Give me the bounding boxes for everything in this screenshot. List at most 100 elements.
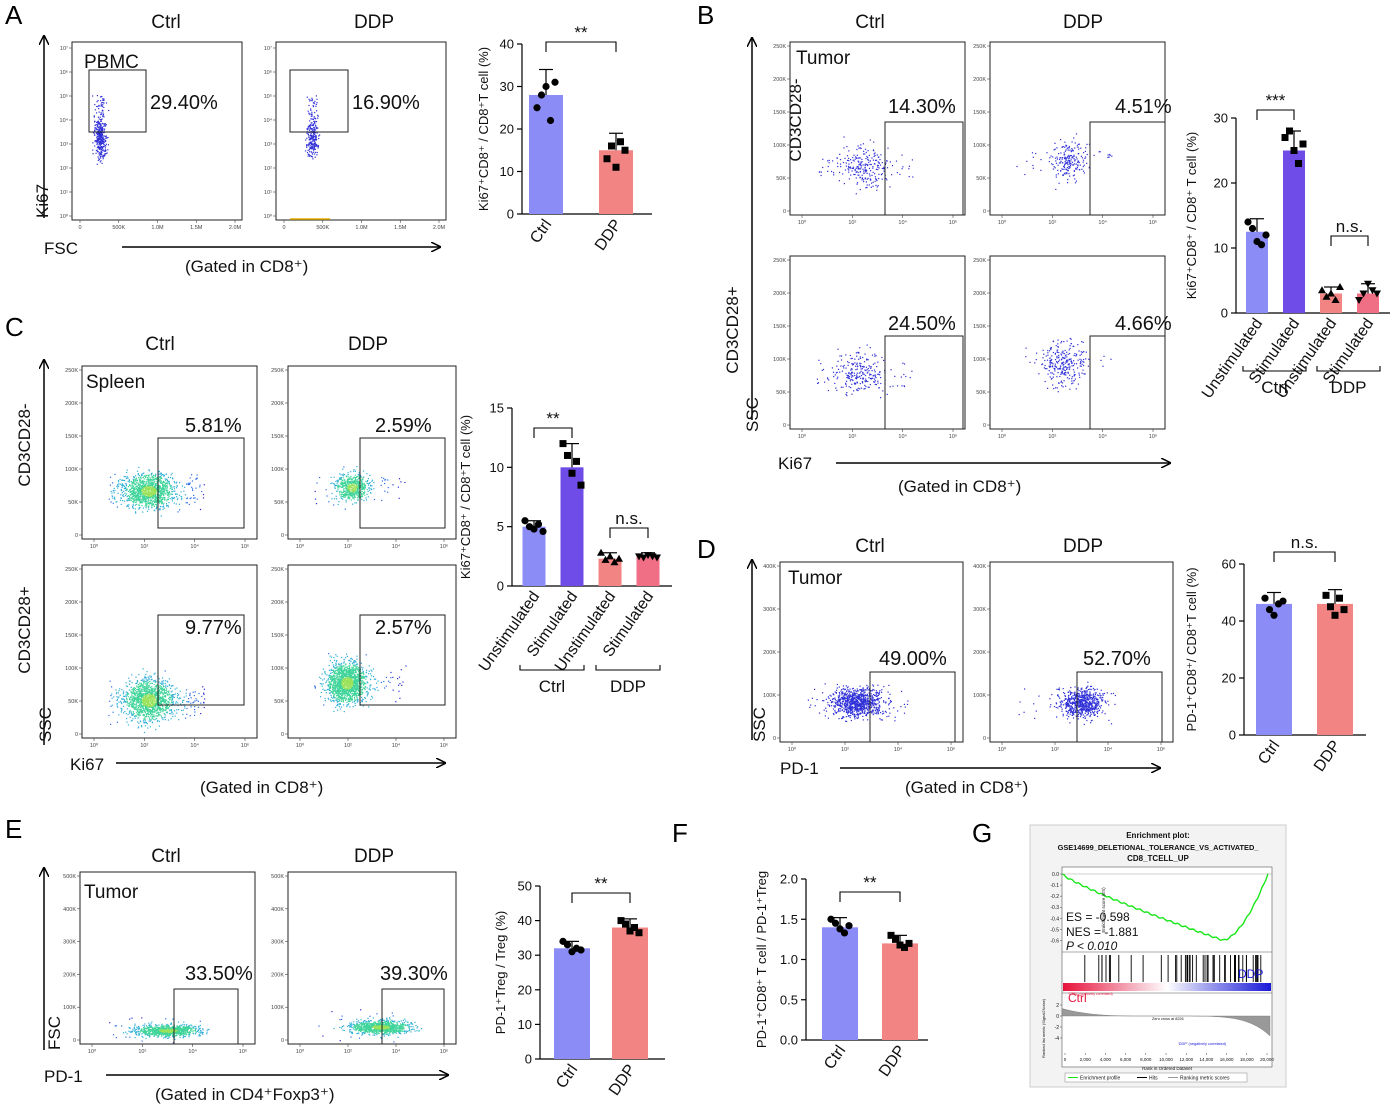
x-tick-label: 10⁶ <box>1149 219 1157 226</box>
x-tick-label: 10⁰ <box>88 1048 97 1055</box>
es-tick-label: -0.3 <box>1050 905 1059 911</box>
y-tick-label: 10² <box>264 166 272 172</box>
panel-b-gate-label: (Gated in CD8⁺) <box>898 477 1021 496</box>
x-tick-label: 0 <box>78 225 81 231</box>
y-tick-label: 0 <box>281 732 284 738</box>
x-tick-label: 10⁴ <box>188 1048 197 1055</box>
panel-c-row1-label: CD3CD28- <box>15 403 34 486</box>
data-point <box>892 935 899 943</box>
flow-plot-b-ddp-row1: 250K 200K 150K 100K 50K 0 10⁰ 10² 10⁴ 10⁶ 4.51% <box>973 41 1172 226</box>
bar-chart-b: 0 10 20 30 Ki67⁺CD8⁺ / CD8⁺ T cell (%) Unstim… <box>1184 91 1390 402</box>
gsea-right-label: DDP <box>1238 967 1263 981</box>
panel-e: E Ctrl DDP FSC PD-1 (Gated in CD4⁺Foxp3⁺… <box>5 814 665 1104</box>
y-tick-label: 50 <box>518 879 532 894</box>
y-tick-label: 0 <box>1221 306 1228 321</box>
event-dots <box>108 466 205 517</box>
x-tick-label: 0 <box>282 225 285 231</box>
y-tick-label: 400K <box>63 907 76 913</box>
x-tick-label: 10⁰ <box>90 742 99 749</box>
x-tick-label: Ctrl <box>821 1043 849 1073</box>
data-point <box>577 481 585 489</box>
y-tick-label: 50K <box>776 390 786 396</box>
panel-a-ctrl-percent: 29.40% <box>150 92 218 114</box>
x-tick-label: 10⁶ <box>239 1048 247 1055</box>
gsea-legend: Enrichment profile Hits Ranking metric s… <box>1064 1072 1248 1083</box>
y-tick-label: 50K <box>68 500 78 506</box>
data-point <box>612 163 620 171</box>
y-tick-label: 0 <box>983 423 986 429</box>
y-tick-label: 250K <box>773 44 786 50</box>
panel-a-ctrl-header: Ctrl <box>151 12 181 33</box>
event-dots <box>1025 337 1112 393</box>
y-tick-label: 100K <box>271 1005 284 1011</box>
x-tick-label: 10⁴ <box>392 543 401 550</box>
x-tick-label: 10⁰ <box>296 543 305 550</box>
significance-bracket <box>839 891 901 902</box>
x-tick-label: 10⁶ <box>440 742 448 749</box>
y-tick-label: 50K <box>274 699 284 705</box>
significance-label: ** <box>594 874 608 893</box>
event-dots <box>109 1017 210 1044</box>
data-point <box>534 520 543 528</box>
y-tick-label: 150K <box>271 633 284 639</box>
flow-plot-d-ddp: 400K 300K 200K 100K 0 10⁰ 10² 10⁴ 10⁶ 52.70% <box>973 561 1174 753</box>
rank-tick-label: 8,000 <box>1140 1057 1152 1062</box>
y-tick-label: 0 <box>983 736 986 742</box>
data-point <box>603 155 611 163</box>
y-tick-label: 0 <box>75 732 78 738</box>
data-point <box>551 78 559 86</box>
event-dots <box>816 344 913 399</box>
data-point <box>1318 286 1326 294</box>
metric-tick-label: 2 <box>1056 1003 1059 1009</box>
significance-label: n.s. <box>1291 533 1318 552</box>
rank-tick-label: 14,000 <box>1200 1057 1214 1062</box>
y-tick-label: 100K <box>763 693 776 699</box>
rank-tick-label: 12,000 <box>1179 1057 1193 1062</box>
x-tick-label: 10² <box>138 1049 146 1055</box>
y-tick-label: 10⁵ <box>60 93 68 100</box>
y-tick-label: 250K <box>773 258 786 264</box>
panel-b-xlabel: Ki67 <box>778 454 812 473</box>
y-tick-label: 50K <box>976 176 986 182</box>
gsea-xlabel: Rank in Ordered Dataset <box>1142 1066 1193 1071</box>
group-label: DDP <box>1331 378 1367 397</box>
y-tick-label: 150K <box>773 324 786 330</box>
y-tick-label: 10 <box>1214 241 1228 256</box>
y-tick-label: 0 <box>281 1038 284 1044</box>
significance-bracket <box>533 427 573 438</box>
es-tick-label: -0.6 <box>1050 938 1059 944</box>
y-tick-label: 10⁰ <box>264 213 273 220</box>
x-tick-label: 10⁶ <box>1157 746 1165 753</box>
data-point <box>1336 283 1344 290</box>
x-tick-label: 10⁴ <box>1104 746 1113 753</box>
panel-d-percent: 49.00% <box>879 648 947 670</box>
bar-chart-e: 0 10 20 30 40 50 PD-1⁺Treg / Treg (%) Ctrl DDP ** <box>493 874 665 1099</box>
data-point <box>617 138 624 146</box>
panel-b-letter: B <box>697 0 714 30</box>
y-tick-label: 0 <box>75 533 78 539</box>
y-tick-label: 300K <box>973 607 986 613</box>
y-tick-label: 0 <box>783 423 786 429</box>
rank-tick-label: 2,000 <box>1080 1057 1092 1062</box>
data-point <box>1262 231 1270 239</box>
event-dots <box>314 466 406 510</box>
panel-c-ylabel: SSC <box>36 707 55 742</box>
metric-tick-label: -2 <box>1055 1025 1060 1031</box>
gate-box <box>289 69 349 133</box>
data-point <box>1368 287 1377 295</box>
x-tick-label: 10⁴ <box>1098 219 1107 226</box>
gate-box <box>1076 671 1163 743</box>
panel-a: A Ctrl DDP Ki67 FSC (Gated in CD8⁺) 10⁷1… <box>5 0 652 276</box>
y-tick-label: 300K <box>63 940 76 946</box>
data-point <box>1322 292 1331 300</box>
gsea-es-value: ES = -0.598 <box>1066 910 1130 924</box>
y-tick-label: 30 <box>1214 111 1228 126</box>
x-tick-label: 1.0M <box>151 225 164 231</box>
data-point <box>840 929 849 937</box>
group-bracket <box>1316 366 1381 372</box>
x-tick-label: 10⁰ <box>798 219 807 226</box>
data-point <box>639 554 648 562</box>
panel-c-percent: 2.57% <box>375 617 432 639</box>
bar <box>522 526 546 586</box>
x-tick-label: 500K <box>316 225 329 231</box>
